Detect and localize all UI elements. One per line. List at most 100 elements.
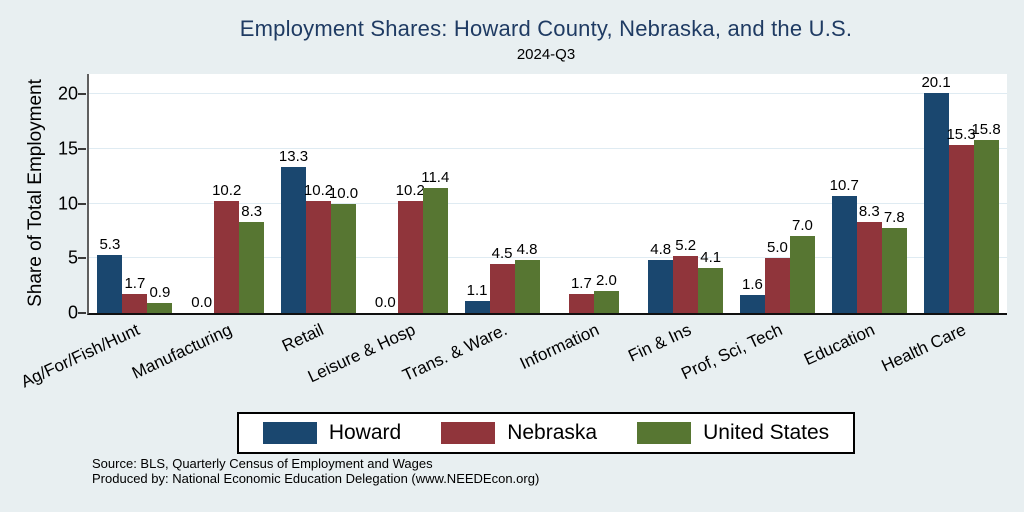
y-tick-mark-10 [78, 202, 86, 205]
plot-area: 5.3 1.7 0.9 0.0 10.2 8.3 13.3 10.2 10.0 0.0 10.2 11… [87, 74, 1007, 315]
bar-united-states: 0.9 [147, 284, 173, 313]
bar-value-label: 2.0 [595, 272, 617, 290]
bar-value-label: 10.2 [303, 182, 334, 200]
x-category-label: Ag/For/Fish/Hunt [18, 320, 143, 392]
chart-subtitle: 2024-Q3 [516, 46, 576, 63]
bar-value-label: 1.7 [570, 275, 592, 293]
bar-group-10: 20.1 15.3 15.8 [921, 74, 1001, 313]
bar-value-label: 7.8 [883, 208, 905, 226]
legend-label: Nebraska [507, 421, 598, 444]
x-category-label: Manufacturing [129, 320, 235, 383]
bar-united-states: 11.4 [421, 169, 449, 313]
bar-group-4: 0.0 10.2 11.4 [371, 74, 449, 313]
bar-value-label: 15.3 [946, 126, 976, 144]
bar-united-states: 2.0 [593, 272, 619, 313]
x-category-label: Trans. & Ware. [399, 320, 511, 385]
bar-value-label: 4.5 [491, 244, 513, 262]
bar-group-3: 13.3 10.2 10.0 [279, 74, 359, 313]
bar-group-8: 1.6 5.0 7.0 [738, 74, 816, 313]
bar-group-9: 10.7 8.3 7.8 [830, 74, 908, 313]
bar-value-label: 7.0 [792, 217, 813, 235]
y-tick-label-5: 5 [67, 247, 78, 268]
bar-group-6: 1.7 2.0 [555, 74, 633, 313]
bar-value-label: 10.2 [395, 182, 425, 200]
gridline-y-20 [89, 93, 1007, 94]
bar-value-label: 15.8 [971, 121, 1001, 138]
bar-nebraska: 10.2 [304, 182, 333, 313]
y-tick-label-20: 20 [57, 83, 78, 104]
bar-value-label: 1.6 [742, 276, 763, 294]
y-tick-mark-15 [78, 147, 86, 150]
bar-united-states: 4.1 [698, 249, 724, 313]
bar-nebraska: 8.3 [856, 203, 882, 313]
bar-value-label: 8.3 [858, 203, 880, 221]
bar-nebraska: 1.7 [568, 275, 594, 313]
bar-value-label: 10.7 [829, 176, 859, 194]
y-axis-title: Share of Total Employment [25, 79, 46, 307]
bar-value-label: 1.7 [124, 275, 146, 293]
bar-group-1: 5.3 1.7 0.9 [96, 74, 174, 313]
bar-group-7: 4.8 5.2 4.1 [647, 74, 725, 313]
x-category-label: Retail [279, 320, 327, 356]
bar-howard: 5.3 [97, 236, 123, 313]
legend-swatch [441, 422, 496, 444]
legend-swatch [637, 422, 692, 444]
bar-value-label: 1.1 [466, 281, 488, 299]
bar-groups-layer: 5.3 1.7 0.9 0.0 10.2 8.3 13.3 10.2 10.0 0.0 10.2 11… [89, 74, 1007, 313]
legend: Howard Nebraska United States [236, 412, 856, 454]
bar-value-label: 0.0 [191, 294, 213, 311]
bar-nebraska: 5.0 [764, 239, 790, 313]
bar-nebraska: 4.5 [489, 245, 515, 313]
bar-united-states: 7.8 [881, 209, 907, 313]
bar-value-label: 11.4 [421, 169, 450, 187]
gridline-y-15 [89, 147, 1007, 149]
bar-value-label: 20.1 [921, 73, 951, 91]
x-category-label: Prof, Sci, Tech [678, 320, 786, 384]
bar-value-label: 10.0 [328, 184, 359, 202]
bar-nebraska: 1.7 [122, 275, 148, 313]
bar-united-states: 8.3 [239, 203, 265, 313]
bar-value-label: 0.0 [374, 294, 396, 311]
bar-value-label: 13.3 [278, 148, 309, 166]
bar-howard: 13.3 [279, 148, 308, 313]
y-tick-label-0: 0 [67, 302, 78, 323]
bar-howard: 10.7 [830, 177, 859, 313]
source-line: Source: BLS, Quarterly Census of Employm… [92, 456, 433, 471]
bar-value-label: 5.0 [767, 239, 788, 257]
bar-value-label: 5.3 [99, 235, 121, 253]
legend-item-united-states: United States [637, 421, 829, 445]
y-tick-label-10: 10 [57, 193, 78, 213]
bar-howard: 4.8 [648, 241, 674, 313]
legend-label: United States [703, 421, 830, 444]
y-tick-mark-0 [78, 312, 86, 314]
legend-item-howard: Howard [262, 421, 401, 445]
x-category-label: Fin & Ins [624, 320, 694, 366]
bar-nebraska: 15.3 [946, 126, 976, 313]
bar-value-label: 4.8 [650, 241, 672, 259]
source-note: Source: BLS, Quarterly Census of Employm… [92, 456, 539, 486]
x-category-label: Information [516, 320, 602, 374]
legend-row: Howard Nebraska United States [87, 412, 1005, 454]
y-tick-mark-20 [78, 93, 86, 95]
bar-nebraska: 10.2 [396, 182, 425, 313]
legend-swatch [262, 422, 317, 444]
chart-title: Employment Shares: Howard County, Nebras… [239, 16, 853, 41]
bar-value-label: 4.8 [516, 241, 538, 259]
bar-value-label: 5.2 [675, 237, 697, 255]
gridline-y-10 [89, 202, 1007, 204]
x-category-label: Health Care [878, 320, 970, 376]
bar-howard: 1.6 [739, 276, 765, 313]
bar-nebraska: 5.2 [673, 237, 699, 313]
bar-nebraska: 10.2 [212, 182, 241, 313]
bar-united-states: 4.8 [514, 241, 540, 313]
y-tick-label-15: 15 [57, 138, 78, 159]
bar-howard: 1.1 [464, 282, 490, 313]
bar-howard: 20.1 [921, 74, 951, 313]
bar-value-label: 4.1 [700, 249, 722, 267]
bar-united-states: 15.8 [971, 121, 1001, 313]
bar-united-states: 7.0 [789, 217, 815, 313]
bar-group-2: 0.0 10.2 8.3 [188, 74, 266, 313]
bar-value-label: 10.2 [212, 182, 242, 200]
bar-group-5: 1.1 4.5 4.8 [463, 74, 541, 313]
